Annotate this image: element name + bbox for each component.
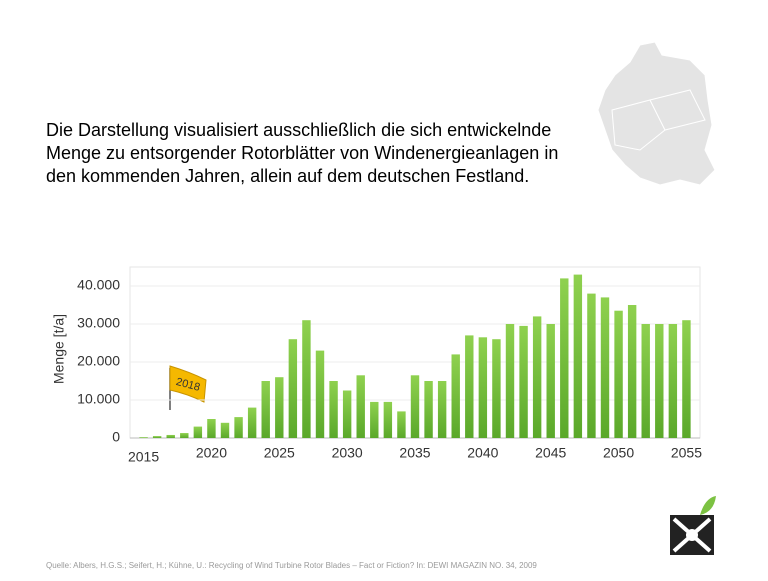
intro-line: Menge zu entsorgender Rotorblätter von W… bbox=[46, 143, 558, 163]
bar bbox=[207, 419, 216, 438]
x-tick-label: 2030 bbox=[332, 445, 363, 461]
bar bbox=[614, 310, 623, 438]
germany-map bbox=[597, 41, 716, 186]
y-tick-label: 10.000 bbox=[77, 391, 120, 407]
bar bbox=[166, 434, 175, 438]
y-tick-label: 40.000 bbox=[77, 277, 120, 293]
x-tick-label: 2040 bbox=[467, 445, 498, 461]
bar bbox=[410, 375, 420, 438]
bar bbox=[329, 381, 338, 438]
bar bbox=[682, 320, 691, 438]
bar bbox=[492, 339, 501, 438]
bar bbox=[560, 278, 569, 438]
flag: 2018 bbox=[169, 365, 207, 410]
x-tick-label: 2015 bbox=[128, 449, 159, 465]
bar bbox=[370, 401, 379, 438]
bar bbox=[261, 381, 270, 438]
x-tick-label: 2025 bbox=[264, 445, 295, 461]
bar bbox=[505, 324, 515, 438]
logo bbox=[670, 496, 716, 555]
bar bbox=[478, 337, 488, 438]
x-tick-label: 2050 bbox=[603, 445, 634, 461]
source: Quelle: Albers, H.G.S.; Seifert, H.; Küh… bbox=[46, 561, 537, 570]
bar bbox=[451, 354, 460, 438]
x-tick-label: 2035 bbox=[399, 445, 430, 461]
bar bbox=[641, 324, 650, 438]
bar bbox=[383, 401, 393, 438]
bar bbox=[356, 375, 365, 438]
bar bbox=[546, 324, 555, 438]
bar bbox=[193, 426, 203, 438]
bar bbox=[234, 417, 243, 438]
intro-line: Die Darstellung visualisiert ausschließl… bbox=[46, 120, 551, 140]
bar bbox=[397, 411, 406, 438]
y-tick-label: 30.000 bbox=[77, 315, 120, 331]
bar bbox=[532, 316, 542, 438]
bar bbox=[437, 381, 447, 438]
bar bbox=[275, 377, 284, 438]
bar bbox=[587, 293, 596, 438]
bar bbox=[655, 324, 664, 438]
y-axis-label: Menge [t/a] bbox=[51, 314, 67, 384]
bar bbox=[519, 325, 528, 438]
bar bbox=[139, 437, 148, 438]
x-tick-label: 2020 bbox=[196, 445, 227, 461]
x-tick-label: 2045 bbox=[535, 445, 566, 461]
bar bbox=[668, 324, 678, 438]
bar bbox=[600, 297, 610, 438]
bar bbox=[247, 407, 257, 438]
bar bbox=[288, 339, 298, 438]
bar bbox=[573, 274, 583, 438]
bar bbox=[424, 381, 433, 438]
y-tick-label: 20.000 bbox=[77, 353, 120, 369]
bar bbox=[152, 436, 162, 438]
bar bbox=[180, 433, 189, 438]
intro-line: den kommenden Jahren, allein auf dem deu… bbox=[46, 166, 529, 186]
bar bbox=[220, 422, 230, 438]
bar bbox=[465, 335, 474, 438]
bar bbox=[342, 390, 352, 438]
bar bbox=[627, 305, 637, 438]
bar bbox=[315, 350, 325, 438]
x-tick-label: 2055 bbox=[671, 445, 702, 461]
bar bbox=[302, 320, 311, 438]
y-tick-label: 0 bbox=[112, 429, 120, 445]
